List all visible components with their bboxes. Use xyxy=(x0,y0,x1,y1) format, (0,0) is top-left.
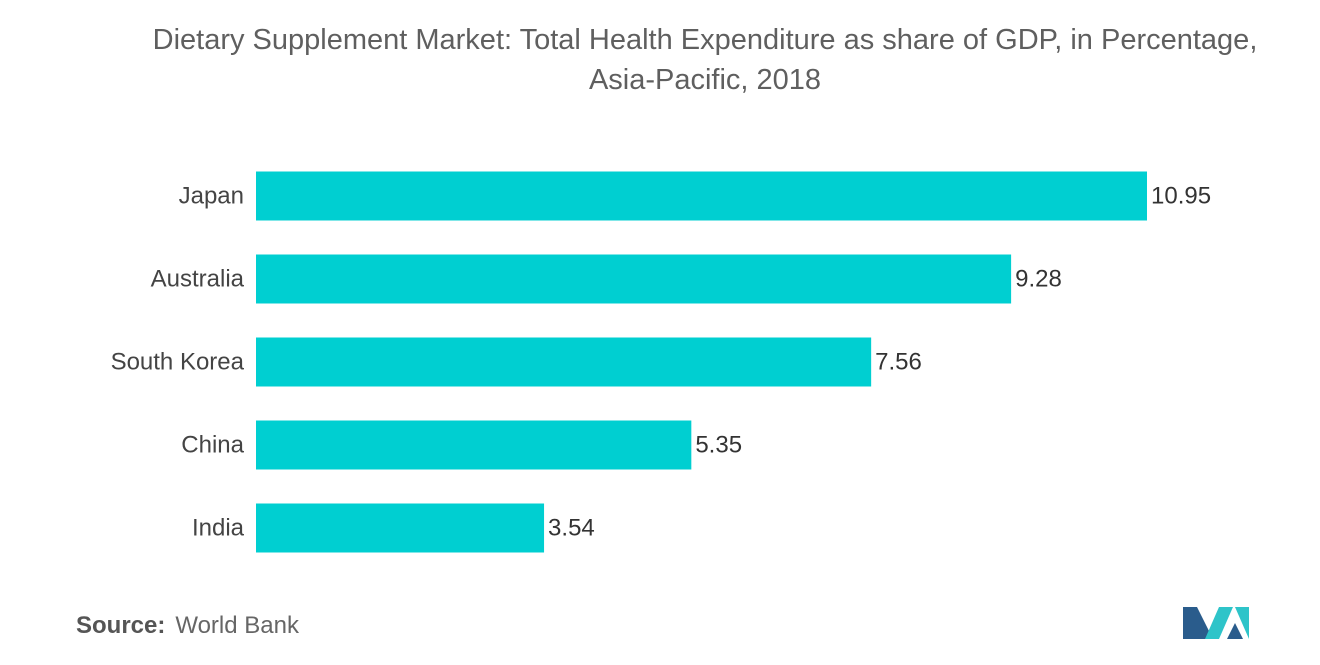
value-label: 7.56 xyxy=(875,349,922,376)
source-value: World Bank xyxy=(175,612,299,639)
bar-japan xyxy=(256,171,1147,221)
chart-title-line-2: Asia-Pacific, 2018 xyxy=(588,64,822,96)
source-label: Source: xyxy=(76,612,166,639)
value-label: 3.54 xyxy=(548,515,595,542)
category-label: India xyxy=(192,515,245,542)
category-label: China xyxy=(181,432,244,459)
source-note: Source: World Bank xyxy=(76,612,299,640)
bar-india xyxy=(256,503,545,553)
brand-logo-icon xyxy=(1183,607,1249,639)
chart-title-line-1: Dietary Supplement Market: Total Health … xyxy=(152,24,1258,56)
category-label: Japan xyxy=(179,183,244,210)
value-label: 5.35 xyxy=(695,432,742,459)
bar-australia xyxy=(256,254,1012,304)
bar-china xyxy=(256,420,692,470)
category-label: Australia xyxy=(151,266,245,293)
chart-title: Dietary Supplement Market: Total Health … xyxy=(60,20,1320,100)
value-label: 10.95 xyxy=(1151,183,1211,210)
category-label: South Korea xyxy=(111,349,245,376)
value-label: 9.28 xyxy=(1015,266,1062,293)
bar-south-korea xyxy=(256,337,872,387)
